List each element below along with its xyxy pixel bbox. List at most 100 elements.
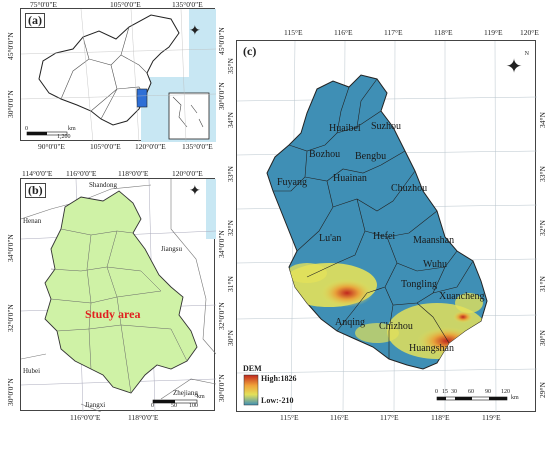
study-area-map <box>21 179 216 412</box>
panel-a-right-tick-0: 45°0'0"N <box>217 27 226 55</box>
panel-c-left-tick-3: 32°N <box>226 220 235 236</box>
city-tongling: Tongling <box>401 279 437 290</box>
neighbor-henan: Henan <box>23 217 42 225</box>
panel-c-left-tick-1: 34°N <box>226 112 235 128</box>
panel-a-left-tick-1: 30°0'0"N <box>6 90 15 118</box>
scale-c-90: 90 <box>485 389 491 395</box>
panel-c-bottom-tick-0: 115°E <box>280 413 299 422</box>
neighbor-jiangxi: Jiangxi <box>85 401 106 409</box>
panel-a-scale-zero: 0 <box>25 126 28 132</box>
panel-c-top-tick-5: 120°E <box>520 28 539 37</box>
city-hefei: Hefei <box>373 231 396 242</box>
panel-c-left-tick-0: 35°N <box>226 58 235 74</box>
panel-c-right-tick-1: 33°N <box>538 166 547 182</box>
panel-a-scale-unit: km <box>68 126 76 132</box>
dem-legend-bar <box>243 374 259 406</box>
city-wuhu: Wuhu <box>423 259 448 270</box>
panel-c-right-tick-3: 31°N <box>538 276 547 292</box>
city-xuancheng: Xuancheng <box>439 291 485 302</box>
panel-a-bottom-tick-1: 105°0'0"E <box>90 142 121 151</box>
scale-c-60: 60 <box>468 389 474 395</box>
scale-c-0: 0 <box>435 389 438 395</box>
study-area-label: Study area <box>85 307 141 321</box>
panel-c-bottom-tick-2: 117°E <box>380 413 399 422</box>
panel-b-top-tick-0: 114°0'0"E <box>22 169 53 178</box>
panel-b-top-tick-2: 118°0'0"E <box>118 169 149 178</box>
panel-b-label: (b) <box>25 183 46 198</box>
panel-c-left-tick-4: 31°N <box>226 276 235 292</box>
panel-a-scale-max: 1,200 <box>57 134 71 140</box>
panel-c-left-tick-5: 30°N <box>226 330 235 346</box>
panel-b-scale-mid: 50 <box>171 403 177 409</box>
panel-c-dem: (c) N ✦ Huaibei Suzhou Bozhou Bengbu Fuy… <box>236 40 537 413</box>
panel-a-bottom-tick-3: 135°0'0"E <box>182 142 213 151</box>
panel-c-bottom-tick-4: 119°E <box>482 413 501 422</box>
panel-b-right-tick-2: 30°0'0"N <box>217 374 226 402</box>
panel-a-top-tick-2: 135°0'0"E <box>172 0 203 9</box>
panel-a-label: (a) <box>25 13 45 28</box>
panel-c-bottom-tick-1: 116°E <box>330 413 349 422</box>
compass-icon: ✦ <box>505 56 523 78</box>
panel-b-bottom-tick-1: 118°0'0"E <box>128 413 159 422</box>
north-label: N <box>524 51 529 57</box>
city-chuzhou: Chuzhou <box>391 183 428 194</box>
scale-c-15: 15 <box>442 389 448 395</box>
elevation-shading <box>281 263 487 359</box>
panel-b-bottom-tick-0: 116°0'0"E <box>70 413 101 422</box>
panel-a-top-tick-1: 105°0'0"E <box>110 0 141 9</box>
neighbor-jiangsu: Jiangsu <box>161 245 182 253</box>
city-fuyang: Fuyang <box>277 177 307 188</box>
panel-c-top-tick-0: 115°E <box>284 28 303 37</box>
dem-map <box>237 41 537 413</box>
panel-c-top-tick-2: 117°E <box>384 28 403 37</box>
panel-c-left-tick-2: 33°N <box>226 166 235 182</box>
panel-a-china-locator: (a) ✦ 0 km 1,200 <box>20 8 216 142</box>
anhui-highlight <box>136 88 148 108</box>
city-bengbu: Bengbu <box>355 151 387 162</box>
panel-c-top-tick-1: 116°E <box>334 28 353 37</box>
city-chizhou: Chizhou <box>379 321 413 332</box>
north-arrow-b: ✦ <box>189 184 201 199</box>
city-luan: Lu'an <box>319 233 342 244</box>
study-area-polygon <box>44 190 198 394</box>
neighbor-zhejiang: Zhejiang <box>173 389 198 397</box>
panel-b-study-area: (b) ✦ Shandong Henan Jiangsu Hubei Zheji… <box>20 178 216 412</box>
panel-a-bottom-tick-0: 90°0'0"E <box>38 142 65 151</box>
neighbor-shandong: Shandong <box>89 181 117 189</box>
panel-b-right-tick-0: 34°0'0"N <box>217 230 226 258</box>
city-bozhou: Bozhou <box>309 149 341 160</box>
panel-b-left-tick-0: 34°0'0"N <box>6 234 15 262</box>
panel-c-top-tick-3: 118°E <box>434 28 453 37</box>
panel-c-right-tick-5: 29°N <box>538 382 547 398</box>
panel-a-top-tick-0: 75°0'0"E <box>30 0 57 9</box>
panel-b-scale-unit: km <box>197 394 205 400</box>
panel-c-right-tick-2: 32°N <box>538 220 547 236</box>
panel-c-top-tick-4: 119°E <box>484 28 503 37</box>
panel-c-bottom-tick-3: 118°E <box>431 413 450 422</box>
panel-b-top-tick-1: 116°0'0"E <box>66 169 97 178</box>
panel-b-left-tick-2: 30°0'0"N <box>6 378 15 406</box>
city-huangshan: Huangshan <box>409 343 454 354</box>
city-huaibei: Huaibei <box>329 123 361 134</box>
city-suzhou: Suzhou <box>371 121 401 132</box>
panel-c-label: (c) <box>241 44 259 58</box>
dem-legend-low: Low:-210 <box>261 396 294 405</box>
north-arrow-a: ✦ <box>189 24 201 39</box>
panel-a-right-tick-1: 30°0'0"N <box>217 82 226 110</box>
china-map <box>21 9 216 142</box>
panel-b-scale-zero: 0 <box>151 403 154 409</box>
scale-c-unit: km <box>511 395 519 401</box>
panel-a-left-tick-0: 45°0'0"N <box>6 32 15 60</box>
north-arrow-c: N ✦ <box>499 51 529 77</box>
scale-c-120: 120 <box>501 389 510 395</box>
panel-c-right-tick-4: 30°N <box>538 330 547 346</box>
city-maanshan: Maanshan <box>413 235 455 246</box>
panel-c-right-tick-0: 34°N <box>538 112 547 128</box>
neighbor-hubei: Hubei <box>23 367 41 375</box>
panel-a-bottom-tick-2: 120°0'0"E <box>135 142 166 151</box>
panel-b-left-tick-1: 32°0'0"N <box>6 304 15 332</box>
scale-c-30: 30 <box>451 389 457 395</box>
city-anqing: Anqing <box>335 317 365 328</box>
panel-b-top-tick-3: 120°0'0"E <box>172 169 203 178</box>
dem-legend-title: DEM <box>243 364 262 373</box>
